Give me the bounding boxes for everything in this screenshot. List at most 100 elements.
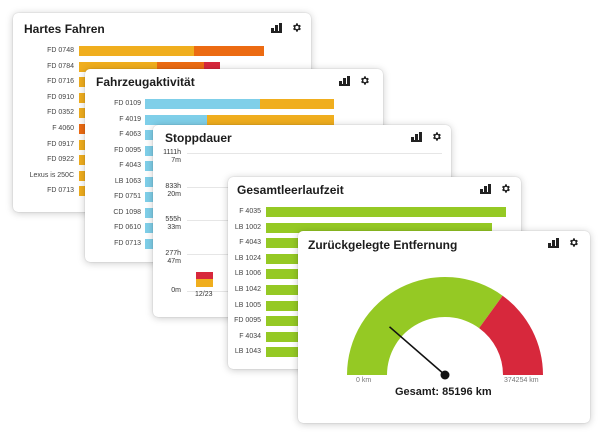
row-label: FD 0352 [47, 109, 74, 117]
list-item[interactable]: F 4060 [13, 124, 74, 136]
row-label: FD 0109 [114, 100, 141, 107]
bar-segment-yellow[interactable] [260, 99, 334, 109]
list-item[interactable]: FD 0095 [228, 316, 261, 328]
list-item[interactable]: LB 1063 [85, 177, 141, 189]
row-label: LB 1024 [234, 254, 261, 262]
gauge-hub [440, 370, 450, 380]
list-item[interactable]: FD 0922 [13, 155, 74, 167]
row-label: F 4019 [119, 115, 141, 123]
list-item[interactable]: FD 0352 [13, 108, 74, 120]
row-label: F 4034 [239, 332, 261, 340]
row-label: F 4063 [119, 131, 141, 138]
list-item[interactable]: FD 0784 [13, 62, 74, 74]
bar-segment-orange[interactable] [79, 124, 87, 134]
list-item[interactable]: LB 1024 [228, 254, 261, 266]
gauge-min-label: 0 km [356, 377, 372, 384]
bar-segment-yellow[interactable] [79, 46, 194, 56]
gauge-segment-green [347, 277, 503, 375]
list-item[interactable]: LB 1005 [228, 301, 261, 313]
list-item[interactable]: FD 0713 [13, 186, 74, 198]
card-title: Fahrzeugaktivität [96, 75, 195, 89]
row-label: LB 1005 [234, 301, 261, 309]
row-label: FD 0751 [114, 193, 141, 200]
list-item[interactable]: FD 0910 [13, 93, 74, 105]
bar-segment-blue[interactable] [145, 114, 207, 125]
row-label: FD 0922 [47, 156, 74, 164]
card-title: Hartes Fahren [24, 22, 105, 36]
gear-icon[interactable] [568, 237, 579, 248]
gauge-max-label: 374254 km [504, 377, 539, 384]
y-tick-label: 555h 33m [165, 216, 181, 231]
bar-segment-orange[interactable] [194, 46, 264, 56]
bar-chart-icon[interactable] [271, 22, 282, 33]
gridline [187, 153, 442, 154]
row-label: LB 1002 [234, 223, 261, 231]
row-label: FD 0910 [47, 93, 74, 101]
bar-segment-yellow[interactable] [79, 61, 157, 72]
row-label: F 4035 [239, 208, 261, 215]
bar-segment-green[interactable] [266, 207, 506, 217]
y-tick-label: 277h 47m [165, 250, 181, 265]
y-tick-label: 833h 20m [165, 183, 181, 198]
gauge-segment-red [479, 295, 543, 375]
row-label: LB 1042 [234, 286, 261, 293]
list-item[interactable]: FD 0713 [85, 239, 141, 251]
gear-icon[interactable] [359, 75, 370, 86]
list-item[interactable]: CD 1098 [85, 208, 141, 220]
list-item[interactable]: FD 0917 [13, 140, 74, 152]
row-label: F 4043 [239, 239, 261, 247]
gauge-total-label: Gesamt: 85196 km [395, 386, 492, 398]
row-label: FD 0716 [47, 78, 74, 86]
bar-segment-red[interactable] [204, 61, 220, 72]
card-title: Stoppdauer [165, 131, 232, 145]
bar-chart-icon[interactable] [480, 183, 491, 194]
gear-icon[interactable] [431, 131, 442, 142]
row-label: FD 0610 [114, 224, 141, 231]
bar-chart-icon[interactable] [339, 75, 350, 86]
x-axis-label: 12/23 [195, 291, 213, 298]
list-item[interactable]: FD 0109 [85, 99, 141, 111]
row-label: F 4060 [52, 125, 74, 132]
list-item[interactable]: FD 0748 [13, 46, 74, 58]
card-title: Gesamtleerlaufzeit [237, 183, 344, 197]
list-item[interactable]: FD 0751 [85, 192, 141, 204]
row-label: FD 0784 [47, 62, 74, 70]
y-tick-label: 1111h 7m [163, 149, 181, 164]
list-item[interactable]: F 4043 [85, 161, 141, 173]
row-label: FD 0713 [114, 239, 141, 247]
bar-segment-orange[interactable] [157, 61, 204, 72]
bar-segment-green[interactable] [266, 222, 492, 233]
stop-duration-bar-yellow [196, 279, 213, 287]
row-label: LB 1063 [114, 177, 141, 185]
list-item[interactable]: Lexus is 250C [13, 171, 74, 183]
stop-duration-bar-red [196, 272, 213, 279]
list-item[interactable]: F 4034 [228, 332, 261, 344]
bar-chart-icon[interactable] [548, 237, 559, 248]
list-item[interactable]: F 4019 [85, 115, 141, 127]
gear-icon[interactable] [500, 183, 511, 194]
gear-icon[interactable] [291, 22, 302, 33]
list-item[interactable]: LB 1002 [228, 223, 261, 235]
row-label: CD 1098 [113, 208, 141, 216]
list-item[interactable]: FD 0610 [85, 223, 141, 235]
row-label: Lexus is 250C [29, 171, 74, 179]
list-item[interactable]: F 4063 [85, 130, 141, 142]
distance-gauge [347, 277, 543, 380]
list-item[interactable]: LB 1042 [228, 285, 261, 297]
bar-segment-blue[interactable] [145, 99, 260, 109]
row-label: FD 0095 [114, 146, 141, 154]
row-label: FD 0095 [234, 317, 261, 325]
list-item[interactable]: FD 0716 [13, 77, 74, 89]
row-label: LB 1006 [234, 270, 261, 278]
row-label: FD 0748 [47, 47, 74, 54]
list-item[interactable]: LB 1043 [228, 347, 261, 359]
bar-chart-icon[interactable] [411, 131, 422, 142]
list-item[interactable]: F 4043 [228, 238, 261, 250]
list-item[interactable]: FD 0095 [85, 146, 141, 158]
list-item[interactable]: LB 1006 [228, 269, 261, 281]
row-label: LB 1043 [234, 348, 261, 356]
bar-segment-yellow[interactable] [207, 114, 334, 125]
card-title: Zurückgelegte Entfernung [308, 238, 458, 252]
row-label: FD 0917 [47, 140, 74, 148]
list-item[interactable]: F 4035 [228, 207, 261, 219]
